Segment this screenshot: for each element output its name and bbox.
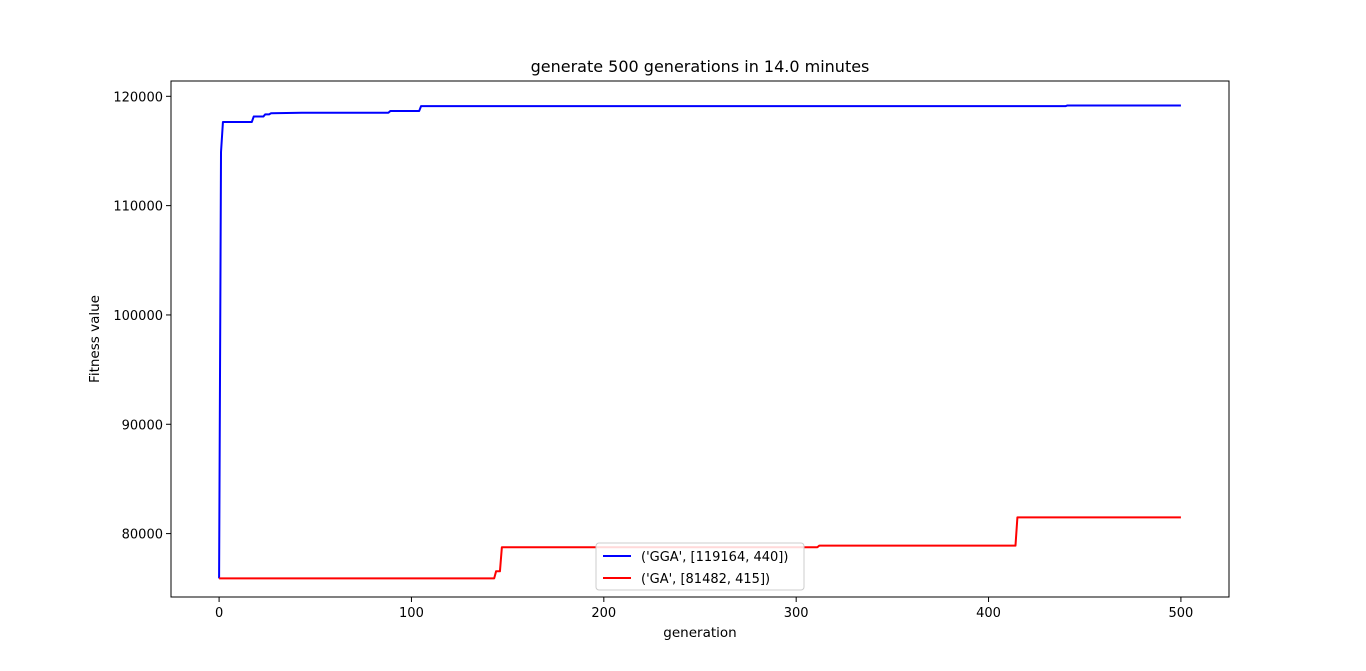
x-tick-label: 300 [784,606,809,621]
y-tick-label: 110000 [113,200,163,215]
legend-label-ga: ('GA', [81482, 415]) [641,572,770,587]
y-axis: 80000 90000 100000 110000 120000 [113,90,171,543]
y-tick-label: 90000 [122,418,163,433]
x-tick-label: 500 [1168,606,1193,621]
x-tick-label: 200 [591,606,616,621]
y-tick-label: 80000 [122,528,163,543]
x-tick-label: 400 [976,606,1001,621]
legend-box [595,542,805,591]
series-layer [218,104,1181,580]
plot-area-frame [170,80,1230,598]
legend: ('GGA', [119164, 440]) ('GA', [81482, 41… [595,542,805,591]
y-axis-label: Fitness value [87,295,103,383]
x-axis-label: generation [663,625,736,641]
legend-label-gga: ('GGA', [119164, 440]) [641,550,788,565]
x-tick-label: 0 [215,606,223,621]
x-tick-label: 100 [399,606,424,621]
series-line-0 [218,104,1181,579]
chart-title: generate 500 generations in 14.0 minutes [531,57,870,76]
y-tick-label: 100000 [113,309,163,324]
y-tick-label: 120000 [113,90,163,105]
x-axis: 0 100 200 300 400 500 [215,597,1193,621]
